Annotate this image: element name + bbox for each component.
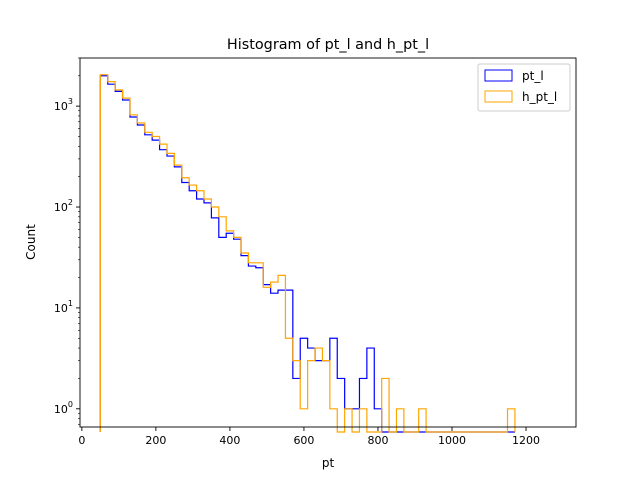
x-tick-label: 800 — [367, 434, 388, 447]
bin-h-pt-l-55 — [508, 409, 515, 427]
legend-label-h-pt-l: h_pt_l — [522, 90, 557, 104]
x-tick-label: 400 — [219, 434, 240, 447]
bin-h-pt-l-40 — [396, 409, 403, 427]
bin-h-pt-l-15 — [211, 207, 218, 427]
bin-h-pt-l-13 — [197, 191, 204, 427]
x-axis-ticks: 0 200 400 600 800 1000 1200 — [78, 427, 540, 447]
bin-h-pt-l-9 — [167, 153, 174, 427]
legend: pt_l h_pt_l — [477, 63, 571, 112]
legend-swatch-h-pt-l — [484, 90, 513, 103]
bin-h-pt-l-2 — [115, 90, 122, 427]
series-h-pt-l — [99, 74, 516, 433]
x-axis-label: pt — [322, 456, 335, 470]
bin-h-pt-l-25 — [285, 338, 292, 427]
bin-h-pt-l-35 — [359, 409, 366, 427]
plot-frame — [79, 57, 577, 428]
legend-label-pt-l: pt_l — [522, 69, 544, 83]
bin-h-pt-l-27 — [300, 409, 307, 427]
x-tick-label: 0 — [78, 434, 85, 447]
bin-h-pt-l-3 — [123, 98, 130, 427]
y-axis-ticks: 100 101 102 103 — [54, 57, 80, 425]
bin-h-pt-l-20 — [248, 263, 255, 427]
bin-h-pt-l-43 — [419, 409, 426, 427]
bin-h-pt-l-14 — [204, 199, 211, 427]
bin-h-pt-l-11 — [182, 178, 189, 427]
bin-h-pt-l-24 — [278, 275, 285, 427]
bin-h-pt-l-33 — [345, 409, 352, 427]
bin-h-pt-l-38 — [382, 378, 389, 427]
bin-h-pt-l-29 — [315, 348, 322, 427]
bin-h-pt-l-19 — [241, 253, 248, 427]
bin-h-pt-l-0 — [100, 75, 107, 427]
y-tick-label: 103 — [54, 97, 73, 113]
bin-h-pt-l-23 — [271, 282, 278, 427]
legend-box — [477, 63, 571, 112]
bin-pt-l-37 — [374, 409, 381, 427]
chart-title: Histogram of pt_l and h_pt_l — [227, 37, 429, 53]
bin-h-pt-l-16 — [219, 217, 226, 427]
x-tick-label: 1200 — [512, 434, 540, 447]
bin-h-pt-l-7 — [152, 137, 159, 427]
y-tick-label: 102 — [54, 198, 73, 214]
bin-h-pt-l-26 — [293, 361, 300, 427]
bin-h-pt-l-8 — [160, 144, 167, 427]
bin-pt-l-32 — [337, 378, 344, 427]
bin-pt-l-36 — [367, 348, 374, 427]
bin-h-pt-l-5 — [137, 123, 144, 427]
series-outline-h-pt-l — [99, 74, 516, 433]
bin-h-pt-l-21 — [256, 263, 263, 427]
bin-h-pt-l-18 — [234, 237, 241, 427]
bin-h-pt-l-30 — [322, 361, 329, 427]
series-layer — [99, 74, 516, 433]
x-tick-label: 600 — [293, 434, 314, 447]
y-tick-label: 100 — [54, 400, 73, 416]
y-axis-label: Count — [24, 224, 38, 260]
bin-h-pt-l-6 — [145, 132, 152, 427]
y-tick-label: 101 — [54, 299, 73, 315]
legend-swatch-pt-l — [484, 69, 513, 82]
bin-h-pt-l-1 — [108, 82, 115, 427]
bin-h-pt-l-4 — [130, 115, 137, 427]
x-tick-label: 1000 — [438, 434, 466, 447]
bin-h-pt-l-12 — [189, 185, 196, 427]
bin-h-pt-l-10 — [174, 165, 181, 427]
bin-h-pt-l-17 — [226, 231, 233, 427]
bin-h-pt-l-28 — [308, 361, 315, 427]
x-tick-label: 200 — [145, 434, 166, 447]
bin-h-pt-l-31 — [330, 409, 337, 427]
bin-h-pt-l-22 — [263, 287, 270, 427]
bin-pt-l-34 — [352, 409, 359, 427]
